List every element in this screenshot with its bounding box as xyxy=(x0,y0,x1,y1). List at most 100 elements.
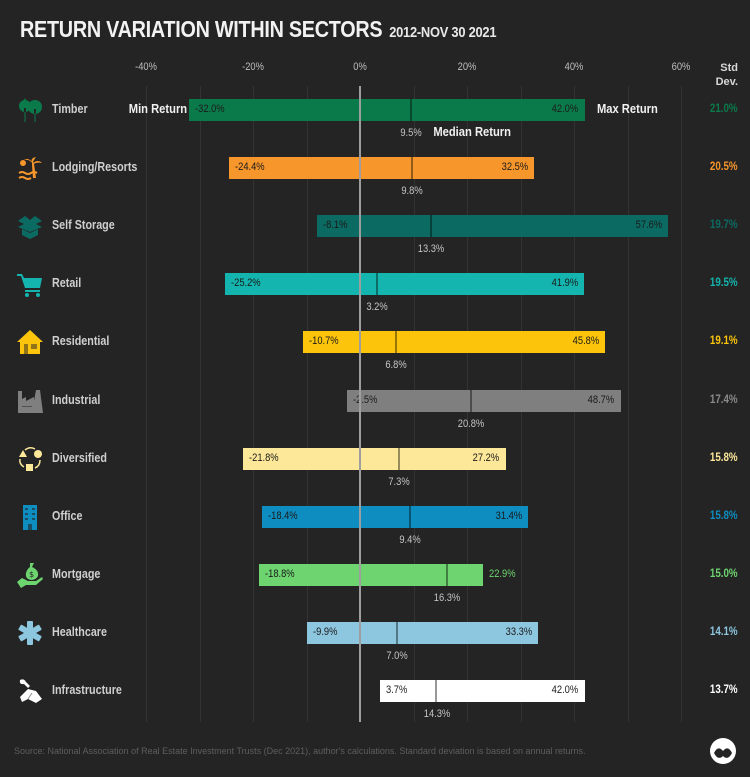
median-marker xyxy=(409,99,412,121)
sector-label: Diversified xyxy=(52,450,107,465)
median-return-value: 6.8% xyxy=(385,359,408,372)
x-tick-label: 0% xyxy=(353,61,367,73)
min-return-value: -8.1% xyxy=(322,219,348,232)
return-range-bar: -2.5% 48.7% xyxy=(346,389,621,412)
median-marker xyxy=(396,621,399,644)
factory-icon xyxy=(16,387,44,415)
max-return-value: 22.9% xyxy=(488,567,516,580)
sector-label: Timber xyxy=(52,102,88,116)
std-dev-value: 15.8% xyxy=(710,509,738,522)
std-dev-value: 14.1% xyxy=(710,625,738,638)
max-return-value: 32.5% xyxy=(501,161,528,174)
max-return-value: 41.9% xyxy=(551,277,579,290)
median-return-value: 7.0% xyxy=(386,649,409,662)
median-marker xyxy=(470,389,473,412)
max-return-value: 33.3% xyxy=(505,625,533,638)
sector-label: Industrial xyxy=(52,392,101,407)
gridline xyxy=(681,86,682,722)
min-return-value: -9.9% xyxy=(313,625,338,638)
sector-label: Office xyxy=(52,508,83,523)
x-tick-label: 40% xyxy=(564,61,584,73)
std-header-line1: Std xyxy=(720,62,738,74)
min-return-value: 3.7% xyxy=(385,684,408,696)
median-return-value: 20.8% xyxy=(458,417,485,430)
median-return-value: 14.3% xyxy=(423,708,450,720)
sector-row: Timber -32.0% 42.0% 9.5% 21.0% xyxy=(0,98,750,168)
median-marker xyxy=(409,505,412,528)
std-header-line2: Dev. xyxy=(715,76,738,88)
std-dev-value: 15.0% xyxy=(710,567,738,580)
sector-row: Industrial -2.5% 48.7% 20.8% 17.4% xyxy=(0,389,750,459)
date-range-subtitle: 2012-NOV 30 2021 xyxy=(389,24,497,41)
median-return-value: 9.4% xyxy=(399,533,421,546)
median-marker xyxy=(395,331,398,354)
max-return-value: 31.4% xyxy=(495,509,522,522)
std-dev-value: 13.7% xyxy=(710,684,738,696)
house-icon xyxy=(16,328,44,356)
zero-line xyxy=(359,86,361,722)
std-dev-value: 15.8% xyxy=(710,451,738,464)
return-range-bar: -25.2% 41.9% xyxy=(225,273,585,296)
money-bag-hand-icon: $ xyxy=(16,561,44,589)
return-range-bar: -24.4% 32.5% xyxy=(229,157,534,180)
sector-row: Diversified -21.8% 27.2% 7.3% 15.8% xyxy=(0,446,750,517)
title-text: RETURN VARIATION WITHIN SECTORS xyxy=(20,16,383,42)
shopping-cart-icon xyxy=(16,270,44,298)
sector-label: Retail xyxy=(52,276,82,291)
max-return-value: 57.6% xyxy=(635,219,663,232)
median-return-value: 13.3% xyxy=(417,243,445,256)
sector-row: Retail -25.2% 41.9% 3.2% 19.5% xyxy=(0,273,750,342)
sector-row: $ Mortgage -18.8% 22.9% 16.3% 15.0% xyxy=(0,562,750,633)
median-return-value: 7.3% xyxy=(388,475,410,488)
min-return-value: -24.4% xyxy=(235,161,266,174)
sector-label: Healthcare xyxy=(52,624,107,639)
min-return-annotation: Min Return xyxy=(128,101,188,116)
x-tick-label: 20% xyxy=(457,61,477,73)
max-return-annotation: Max Return xyxy=(596,101,658,116)
gridline xyxy=(306,86,308,722)
sector-row: Self Storage -8.1% 57.6% 13.3% 19.7% xyxy=(0,215,750,284)
max-return-value: 42.0% xyxy=(552,103,579,115)
min-return-value: -18.8% xyxy=(265,567,296,580)
sector-row: Infrastructure 3.7% 42.0% 14.3% 13.7% xyxy=(0,679,750,749)
sector-row: Residential -10.7% 45.8% 6.8% 19.1% xyxy=(0,330,750,400)
median-marker xyxy=(435,680,438,702)
median-marker xyxy=(446,563,449,586)
sector-label: Residential xyxy=(52,334,110,349)
min-return-value: -21.8% xyxy=(249,451,279,464)
min-return-value: -10.7% xyxy=(308,335,339,348)
min-return-value: -32.0% xyxy=(194,103,225,115)
max-return-value: 45.8% xyxy=(572,335,600,348)
source-footnote: Source: National Association of Real Est… xyxy=(14,746,586,756)
svg-text:$: $ xyxy=(29,570,34,579)
trees-icon xyxy=(16,96,44,124)
min-return-value: -18.4% xyxy=(267,509,298,522)
storage-box-icon xyxy=(16,212,44,240)
publisher-logo-icon xyxy=(710,738,736,764)
sector-label: Lodging/Resorts xyxy=(52,160,138,175)
median-return-value: 3.2% xyxy=(366,301,388,314)
median-marker xyxy=(430,215,433,238)
max-return-value: 48.7% xyxy=(588,393,615,406)
gridline xyxy=(146,86,147,722)
sector-row: Healthcare -9.9% 33.3% 7.0% 14.1% xyxy=(0,620,750,691)
std-dev-value: 17.4% xyxy=(710,393,738,406)
std-dev-value: 19.5% xyxy=(710,277,738,290)
palm-beach-icon xyxy=(16,154,44,182)
max-return-value: 27.2% xyxy=(472,451,500,464)
return-range-bar: -21.8% 27.2% xyxy=(243,447,506,470)
office-building-icon xyxy=(16,503,44,531)
median-return-value: 9.5% xyxy=(400,127,422,139)
median-marker xyxy=(376,273,379,296)
gridline xyxy=(253,86,254,722)
median-return-value: 9.8% xyxy=(401,185,424,198)
median-marker xyxy=(411,157,414,180)
return-range-bar: -18.8% 22.9% xyxy=(259,563,515,586)
sector-row: Office -18.4% 31.4% 9.4% 15.8% xyxy=(0,504,750,575)
return-range-bar: -9.9% 33.3% xyxy=(307,621,539,644)
max-return-value: 42.0% xyxy=(552,684,579,696)
chart-title: RETURN VARIATION WITHIN SECTORS 2012-NOV … xyxy=(20,16,497,43)
x-tick-label: -20% xyxy=(242,61,264,73)
std-dev-value: 20.5% xyxy=(710,161,738,174)
min-return-value: -25.2% xyxy=(231,277,261,290)
